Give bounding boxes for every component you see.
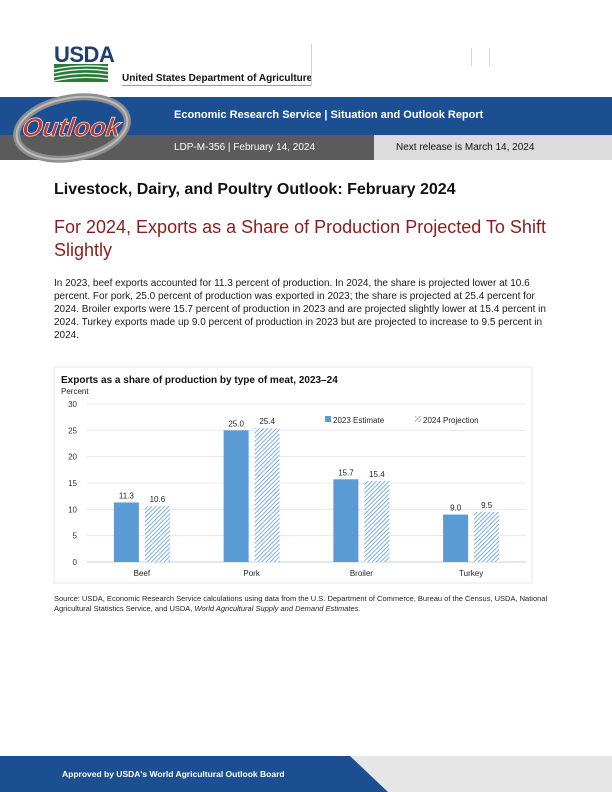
- header-rule: [122, 85, 312, 86]
- y-tick-label: 25: [68, 426, 77, 435]
- bar: [364, 480, 390, 562]
- bar: [333, 479, 359, 562]
- chart-title: Exports as a share of production by type…: [61, 375, 338, 386]
- outlook-logo-icon: Outlook: [13, 93, 131, 163]
- bar: [474, 511, 500, 562]
- bar: [144, 506, 170, 562]
- data-label: 10.6: [150, 495, 166, 504]
- x-tick-label: Beef: [134, 569, 151, 578]
- y-tick-label: 5: [73, 532, 78, 541]
- bar: [254, 428, 280, 562]
- report-id: LDP-M-356 | February 14, 2024: [174, 142, 316, 153]
- article-subtitle: For 2024, Exports as a Share of Producti…: [54, 217, 546, 260]
- chart-y-axis-label: Percent: [61, 387, 89, 396]
- y-tick-label: 20: [68, 453, 77, 462]
- page-title: Livestock, Dairy, and Poultry Outlook: F…: [54, 181, 456, 198]
- y-tick-label: 15: [68, 479, 77, 488]
- data-label: 25.0: [228, 419, 244, 428]
- source-text: Source: USDA, Economic Research Service …: [54, 594, 548, 613]
- x-tick-label: Turkey: [459, 569, 483, 578]
- footer-approval: Approved by USDA's World Agricultural Ou…: [62, 769, 285, 779]
- y-tick-label: 30: [68, 400, 77, 409]
- report-banner: [0, 97, 612, 135]
- footer-band: [0, 756, 612, 792]
- header-divider: [471, 48, 472, 66]
- header-divider: [489, 48, 490, 66]
- data-label: 15.4: [369, 470, 385, 479]
- legend-label: 2023 Estimate: [333, 416, 385, 425]
- article-body: In 2023, beef exports accounted for 11.3…: [54, 278, 546, 341]
- bar: [113, 502, 139, 562]
- y-tick-label: 10: [68, 505, 77, 514]
- data-label: 9.5: [481, 501, 493, 510]
- legend-swatch: [415, 416, 421, 422]
- banner-title: Economic Research Service | Situation an…: [174, 109, 484, 121]
- next-release: Next release is March 14, 2024: [396, 142, 535, 153]
- data-label: 9.0: [450, 504, 462, 513]
- legend-label: 2024 Projection: [423, 416, 479, 425]
- department-name: United States Department of Agriculture: [122, 73, 313, 84]
- x-tick-label: Pork: [243, 569, 260, 578]
- data-label: 11.3: [119, 491, 135, 500]
- next-release-bar: [374, 135, 612, 160]
- data-label: 25.4: [259, 417, 275, 426]
- source-note: Source: USDA, Economic Research Service …: [54, 594, 564, 614]
- svg-text:Outlook: Outlook: [20, 112, 124, 142]
- legend-swatch: [325, 416, 331, 422]
- header-divider: [311, 44, 312, 86]
- data-label: 15.7: [338, 468, 354, 477]
- chart-frame: [53, 366, 533, 584]
- bar: [223, 430, 249, 562]
- usda-logo-text: USDA: [54, 42, 115, 67]
- source-italic: World Agricultural Supply and Demand Est…: [194, 604, 361, 613]
- y-tick-label: 0: [73, 558, 78, 567]
- usda-fields-icon: [54, 64, 108, 82]
- x-tick-label: Broiler: [350, 569, 373, 578]
- bar: [443, 514, 469, 562]
